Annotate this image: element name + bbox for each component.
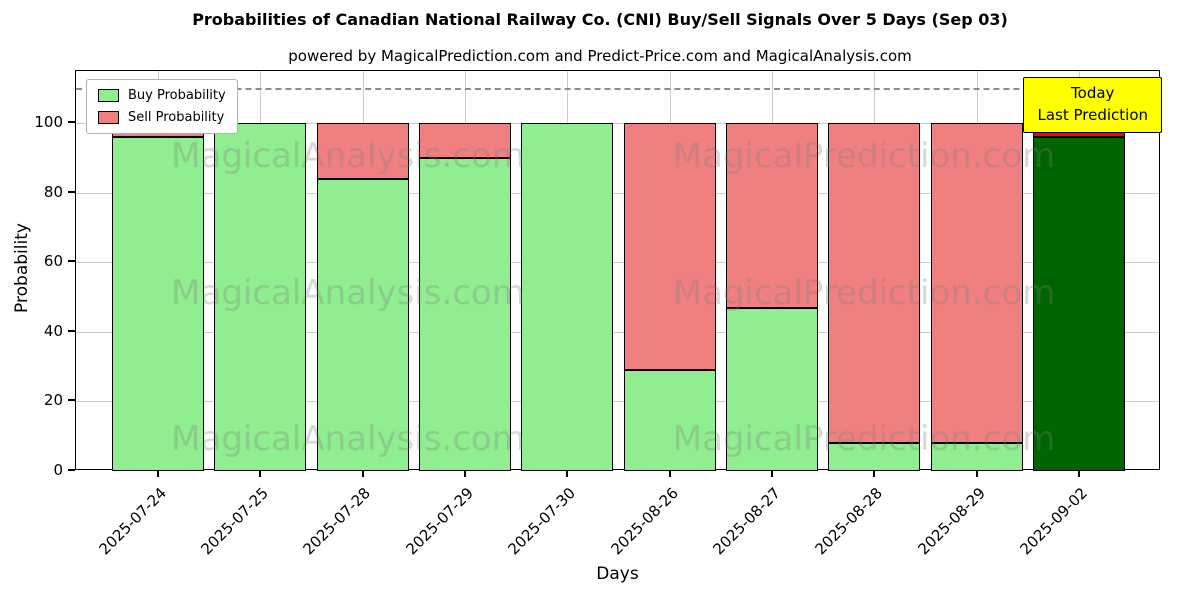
legend-swatch-buy-icon: [98, 89, 119, 102]
x-tick-mark: [156, 471, 159, 477]
x-tick-label: 2025-08-26: [607, 484, 682, 559]
watermark-text: MagicalAnalysis.com: [171, 419, 525, 459]
gridline-horizontal: [76, 123, 1159, 125]
watermark-text: MagicalAnalysis.com: [171, 273, 525, 313]
x-tick-mark: [259, 471, 262, 477]
bar-buy-2025-09-02: [1033, 137, 1126, 471]
legend-item-buy: Buy Probability: [98, 88, 226, 103]
x-tick-mark: [975, 471, 978, 477]
gridline-horizontal: [76, 262, 1159, 264]
x-tick-label: 2025-07-25: [197, 484, 272, 559]
legend-label-sell: Sell Probability: [128, 110, 225, 125]
x-tick-label: 2025-08-28: [811, 484, 887, 559]
y-axis-tick-labels: 0 20 40 60 80 100: [0, 70, 63, 479]
gridline-horizontal: [76, 331, 1159, 333]
y-tick-mark: [68, 121, 75, 124]
gridline-horizontal: [76, 192, 1159, 194]
x-tick-mark: [668, 471, 671, 477]
bar-buy-2025-08-27: [725, 307, 819, 471]
x-tick-mark: [1078, 471, 1081, 477]
legend: Buy Probability Sell Probability: [86, 79, 238, 134]
y-tick-label: 60: [43, 252, 63, 271]
y-tick-label: 100: [34, 113, 63, 132]
x-tick-label: 2025-07-30: [504, 484, 580, 559]
bar-buy-2025-08-29: [930, 443, 1023, 471]
bar-sell-2025-08-28: [828, 123, 921, 444]
x-tick-mark: [566, 471, 569, 477]
x-tick-label: 2025-08-29: [914, 484, 989, 559]
bar-buy-2025-08-28: [828, 443, 921, 471]
watermark-text: MagicalPrediction.com: [672, 419, 1056, 459]
legend-label-buy: Buy Probability: [128, 88, 226, 103]
x-tick-label: 2025-07-28: [299, 484, 375, 559]
plot-area: Buy Probability Sell Probability Today L…: [75, 70, 1162, 471]
y-tick-label: 0: [53, 461, 63, 479]
y-tick-mark: [68, 399, 75, 402]
x-tick-label: 2025-07-24: [95, 484, 170, 559]
bar-sell-2025-07-29: [418, 123, 511, 158]
bar-sell-2025-08-26: [623, 123, 716, 371]
bar-buy-2025-07-28: [316, 178, 409, 471]
watermark-text: MagicalPrediction.com: [672, 136, 1056, 176]
legend-item-sell: Sell Probability: [98, 110, 226, 125]
gridline-horizontal: [76, 401, 1159, 403]
y-tick-mark: [68, 469, 75, 471]
bar-buy-2025-07-24: [111, 137, 204, 471]
y-tick-label: 20: [43, 391, 63, 410]
x-axis-label: Days: [596, 564, 639, 584]
bar-buy-2025-08-26: [623, 370, 716, 471]
y-tick-label: 40: [43, 321, 63, 340]
x-axis-tick-labels: 2025-07-24 2025-07-25 2025-07-28 2025-07-29…: [75, 484, 1160, 564]
x-tick-label: 2025-09-02: [1016, 484, 1091, 559]
bar-buy-2025-07-25: [214, 123, 307, 471]
bar-sell-2025-08-29: [930, 123, 1023, 444]
watermark-text: MagicalAnalysis.com: [171, 136, 525, 176]
chart-subtitle: powered by MagicalPrediction.com and Pre…: [288, 47, 912, 65]
bar-sell-2025-07-28: [316, 123, 409, 179]
x-tick-label: 2025-07-29: [402, 484, 477, 559]
watermark-text: MagicalPrediction.com: [672, 273, 1056, 313]
bar-buy-2025-07-29: [418, 157, 511, 471]
x-tick-label: 2025-08-27: [709, 484, 784, 559]
x-tick-mark: [463, 471, 466, 477]
x-tick-mark: [771, 471, 774, 477]
annotation-line-1: Today: [1071, 84, 1115, 102]
y-tick-label: 80: [43, 182, 63, 201]
y-tick-mark: [68, 329, 75, 332]
x-tick-mark: [361, 471, 364, 477]
y-tick-mark: [68, 190, 75, 193]
y-tick-mark: [68, 260, 75, 263]
chart-title: Probabilities of Canadian National Railw…: [192, 10, 1008, 29]
bar-buy-2025-07-30: [521, 123, 614, 471]
threshold-dashed-line: [76, 88, 1159, 91]
annotation-line-2: Last Prediction: [1037, 105, 1148, 124]
today-last-prediction-annotation: Today Last Prediction: [1023, 77, 1162, 133]
legend-swatch-sell-icon: [98, 111, 119, 124]
bar-sell-2025-08-27: [725, 123, 819, 308]
x-tick-mark: [873, 471, 876, 477]
